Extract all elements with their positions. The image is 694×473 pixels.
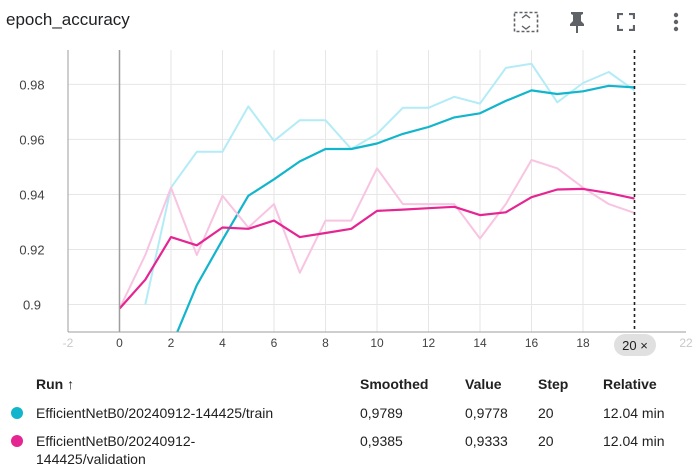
fullscreen-icon[interactable] — [612, 8, 640, 36]
y-tick-label: 0.92 — [19, 242, 44, 257]
x-tick-label: 2 — [168, 336, 175, 350]
x-tick-label: 18 — [576, 336, 590, 350]
x-tick-label: 16 — [525, 336, 539, 350]
run-name: EfficientNetB0/20240912-144425/train — [36, 404, 273, 422]
series-lines — [118, 62, 636, 332]
smoothed-value: 0,9789 — [360, 405, 403, 421]
x-tick-label: 0 — [116, 336, 123, 350]
line-chart[interactable]: 0.9 0.92 0.94 0.96 0.98 0 2 4 6 8 10 12 14 16 18 -2 22 — [0, 44, 694, 362]
step-value: 20 — [538, 433, 554, 449]
run-name-line: EfficientNetB0/20240912-144425/train — [36, 405, 274, 421]
smoothed-value: 0,9385 — [360, 433, 403, 449]
step-value: 20 — [538, 405, 554, 421]
axes: 0.9 0.92 0.94 0.96 0.98 0 2 4 6 8 10 12 14 16 18 -2 22 — [19, 50, 693, 350]
series-line-smoothed — [118, 187, 635, 310]
series-line-raw — [144, 62, 636, 305]
relative-value: 12.04 min — [603, 433, 665, 449]
x-tick-label: 8 — [322, 336, 329, 350]
chart-header: epoch_accuracy — [0, 0, 694, 44]
series-line-raw — [118, 159, 635, 310]
chart-title: epoch_accuracy — [6, 10, 130, 29]
header-step[interactable]: Step — [538, 376, 569, 392]
x-tick-label: 6 — [271, 336, 278, 350]
series-line-smoothed — [176, 84, 635, 332]
relative-value: 12.04 min — [603, 405, 665, 421]
chart-area[interactable]: 0.9 0.92 0.94 0.96 0.98 0 2 4 6 8 10 12 14 16 18 -2 22 2… — [0, 44, 694, 362]
x-tick-label: 14 — [473, 336, 487, 350]
raw-value: 0,9333 — [465, 433, 508, 449]
x-tick-label: 22 — [679, 336, 693, 350]
y-tick-label: 0.96 — [19, 132, 44, 147]
grid-lines — [68, 50, 686, 332]
step-cursor-badge[interactable]: 20 × — [614, 334, 656, 356]
raw-value: 0,9778 — [465, 405, 508, 421]
x-tick-label: 4 — [219, 336, 226, 350]
x-tick-label: -2 — [63, 336, 74, 350]
run-name: EfficientNetB0/20240912- 144425/validati… — [36, 432, 195, 468]
header-relative[interactable]: Relative — [603, 376, 657, 392]
header-run[interactable]: Run ↑ — [36, 376, 75, 392]
header-value[interactable]: Value — [465, 376, 502, 392]
pin-icon[interactable] — [563, 8, 591, 36]
y-tick-label: 0.94 — [19, 187, 44, 202]
run-name-line: EfficientNetB0/20240912- — [36, 433, 196, 449]
run-color-dot — [11, 407, 23, 419]
y-tick-label: 0.98 — [19, 77, 44, 92]
more-vert-icon[interactable] — [662, 8, 690, 36]
header-smoothed[interactable]: Smoothed — [360, 376, 429, 392]
x-tick-label: 12 — [422, 336, 436, 350]
fit-domain-icon[interactable] — [512, 8, 540, 36]
y-tick-label: 0.9 — [23, 297, 41, 312]
run-name-line: 144425/validation — [36, 451, 146, 467]
run-color-dot — [11, 435, 23, 447]
x-tick-label: 10 — [370, 336, 384, 350]
